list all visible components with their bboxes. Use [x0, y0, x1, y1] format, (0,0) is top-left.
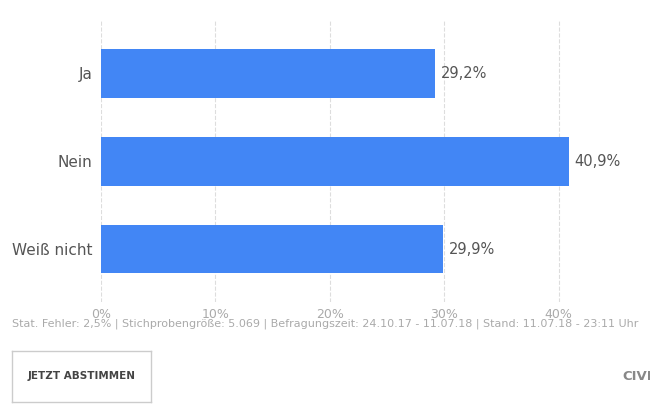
Text: Stat. Fehler: 2,5% | Stichprobengröße: 5.069 | Befragungszeit: 24.10.17 - 11.07.: Stat. Fehler: 2,5% | Stichprobengröße: 5… [12, 319, 638, 329]
Text: ✔: ✔ [565, 375, 574, 385]
Bar [101, 225, 443, 273]
Text: 29,2%: 29,2% [441, 66, 487, 81]
Text: 40,9%: 40,9% [575, 154, 621, 169]
Text: JETZT ABSTIMMEN: JETZT ABSTIMMEN [27, 371, 136, 381]
Bar [101, 137, 569, 185]
Text: CIVEY: CIVEY [622, 370, 650, 383]
Text: 29,9%: 29,9% [448, 242, 495, 257]
Bar [101, 49, 435, 97]
